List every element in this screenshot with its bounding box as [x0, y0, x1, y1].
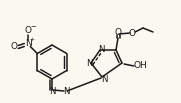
Text: OH: OH: [133, 61, 147, 70]
Text: O: O: [129, 29, 136, 37]
Text: N: N: [63, 87, 69, 95]
Text: N: N: [49, 87, 55, 95]
Text: N: N: [86, 60, 92, 68]
Text: O: O: [11, 42, 18, 51]
Text: O: O: [25, 26, 32, 35]
Text: N: N: [25, 39, 32, 48]
Text: O: O: [115, 28, 121, 36]
Text: −: −: [30, 23, 36, 29]
Text: +: +: [30, 37, 35, 42]
Text: N: N: [98, 44, 104, 53]
Text: N: N: [101, 74, 107, 84]
